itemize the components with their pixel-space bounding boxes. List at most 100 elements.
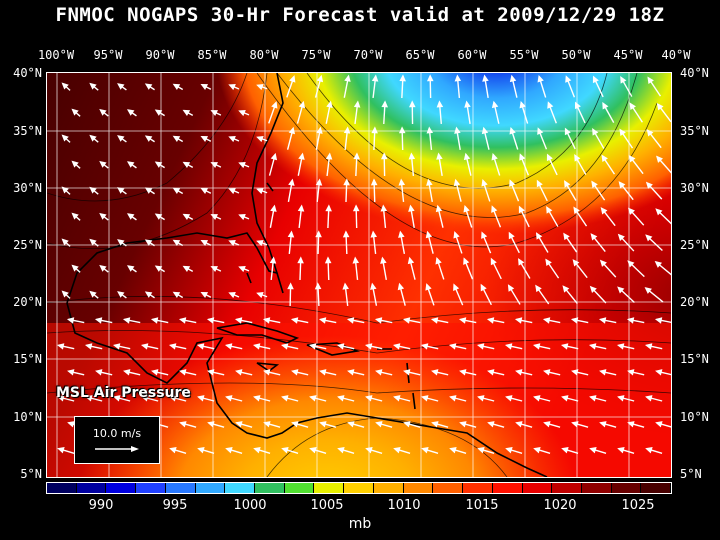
- wind-arrow-head: [309, 447, 317, 454]
- wind-arrow-head: [599, 369, 607, 376]
- wind-arrow-head: [270, 152, 278, 161]
- wind-arrow-head: [89, 186, 97, 194]
- lat-label-right: 35°N: [680, 124, 709, 138]
- wind-arrow-head: [318, 317, 327, 324]
- wind-arrow-head: [618, 181, 626, 189]
- wind-arrow-head: [453, 231, 460, 239]
- wind-arrow-head: [547, 101, 554, 109]
- wind-arrow-head: [56, 343, 65, 350]
- wind-arrow-head: [364, 343, 373, 350]
- wind-arrow-head: [99, 264, 107, 272]
- wind-arrow-head: [487, 421, 495, 428]
- wind-arrow-head: [206, 317, 215, 324]
- wind-arrow-head: [256, 291, 264, 299]
- wind-arrow-head: [574, 154, 581, 162]
- wind-arrow-head: [644, 287, 652, 294]
- wind-arrow-head: [308, 343, 317, 350]
- wind-arrow-head: [89, 134, 97, 142]
- wind-arrow-head: [458, 317, 467, 324]
- colorbar-swatch: [76, 483, 107, 493]
- wind-arrow-head: [627, 260, 635, 268]
- wind-arrow-head: [421, 447, 429, 454]
- wind-arrow-head: [535, 284, 542, 293]
- wind-arrow-head: [647, 76, 654, 84]
- lat-label-left: 15°N: [13, 352, 42, 366]
- wind-arrow-head: [425, 283, 432, 291]
- wind-arrow-head: [514, 317, 523, 324]
- wind-arrow-head: [253, 447, 261, 454]
- wind-arrow-head: [197, 395, 205, 402]
- wind-arrow-head: [319, 421, 327, 428]
- wind-arrow-head: [154, 109, 163, 116]
- colorbar-swatch: [463, 483, 493, 493]
- wind-arrow-head: [288, 178, 295, 186]
- wind-arrow-head: [435, 257, 442, 265]
- wind-arrow-head: [533, 395, 541, 402]
- map-title: FNMOC NOGAPS 30-Hr Forecast valid at 200…: [55, 4, 665, 26]
- wind-arrow-head: [561, 447, 569, 454]
- wind-arrow-head: [505, 395, 513, 402]
- wind-arrow-head: [150, 317, 159, 324]
- wind-arrow-head: [617, 447, 625, 454]
- wind-arrow-head: [619, 128, 626, 137]
- colorbar-unit: mb: [348, 516, 372, 532]
- wind-arrow-head: [627, 369, 635, 376]
- wind-arrow-head: [589, 285, 597, 294]
- wind-arrow-head: [263, 421, 271, 428]
- wind-arrow-head: [325, 204, 332, 212]
- wind-arrow-head: [140, 343, 149, 350]
- wind-arrow-head: [381, 100, 388, 108]
- wind-arrow-head: [509, 74, 517, 83]
- wind-arrow-head: [297, 204, 305, 212]
- wind-arrow-head: [602, 101, 609, 110]
- wind-arrow-head: [403, 421, 411, 428]
- wind-arrow-head: [620, 76, 627, 84]
- wind-arrow-head: [487, 369, 495, 376]
- wind-arrow-head: [655, 369, 663, 376]
- wind-arrow-head: [537, 127, 544, 135]
- wind-arrow-head: [228, 240, 236, 247]
- wind-arrow-head: [565, 75, 572, 83]
- lon-label: 95°W: [93, 48, 123, 62]
- lon-label: 100°W: [37, 48, 75, 62]
- wind-arrow-head: [454, 74, 462, 82]
- wind-arrow-head: [482, 74, 489, 82]
- wind-arrow-head: [336, 343, 345, 350]
- lat-label-right: 40°N: [680, 66, 709, 80]
- wind-arrow-head: [509, 126, 516, 135]
- wind-arrow-head: [169, 395, 177, 402]
- wind-arrow-head: [533, 447, 541, 454]
- wind-arrow-head: [518, 258, 525, 266]
- wind-arrow-head: [200, 84, 209, 91]
- grid-lines: [47, 73, 671, 477]
- wind-arrow-head: [117, 83, 125, 90]
- wind-arrow-head: [371, 74, 379, 82]
- wind-arrow-head: [573, 206, 580, 215]
- wind-arrow-head: [178, 317, 187, 324]
- wind-arrow-head: [398, 230, 405, 238]
- wind-arrow-head: [235, 369, 243, 376]
- wind-arrow-head: [490, 257, 497, 266]
- wind-arrow-head: [532, 343, 541, 350]
- wind-arrow-head: [654, 260, 663, 268]
- wind-arrow-head: [393, 395, 401, 402]
- wind-arrow-head: [342, 230, 350, 238]
- lon-label: 65°W: [405, 48, 435, 62]
- wind-arrow-head: [228, 136, 236, 143]
- wind-arrow-head: [599, 421, 607, 428]
- wind-arrow-head: [144, 291, 153, 298]
- wind-arrow-head: [463, 152, 471, 161]
- wind-arrow-head: [144, 239, 153, 246]
- wind-arrow-head: [99, 160, 107, 168]
- wind-arrow-head: [314, 282, 322, 290]
- wind-arrow-head: [256, 83, 264, 91]
- wind-arrow-head: [463, 204, 470, 213]
- wind-arrow-head: [263, 369, 271, 376]
- colorbar-tick: 995: [162, 498, 188, 513]
- wind-arrow-head: [235, 421, 243, 428]
- wind-arrow-head: [126, 161, 135, 168]
- wind-arrow-head: [256, 239, 264, 247]
- wind-arrow-head: [645, 181, 653, 189]
- wind-arrow-head: [545, 258, 552, 267]
- wind-arrow-head: [315, 178, 323, 186]
